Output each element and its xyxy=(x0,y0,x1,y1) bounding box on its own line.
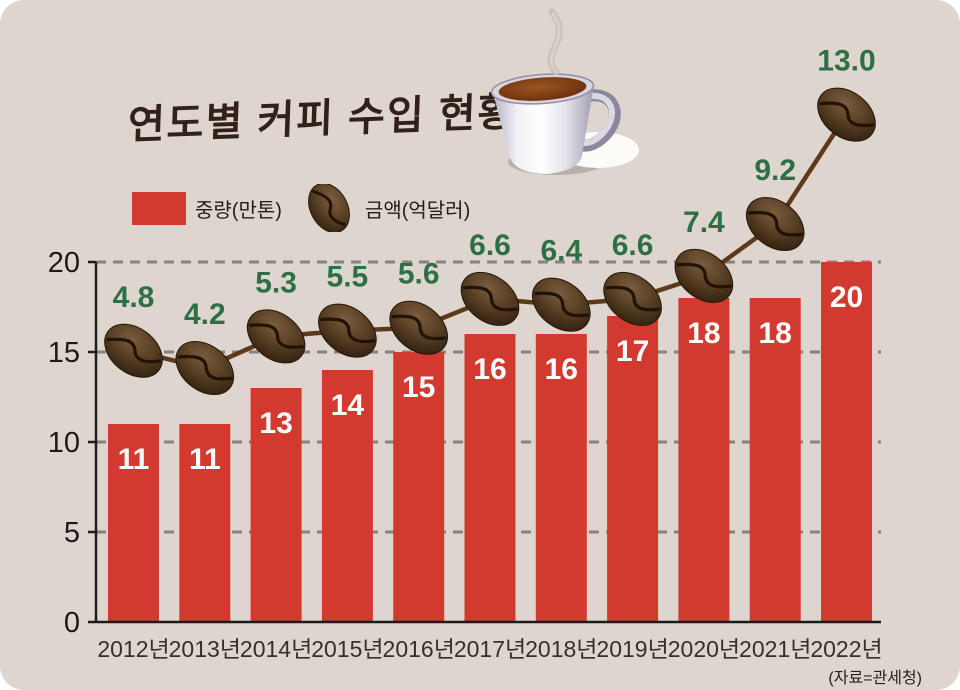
bar-label-2016년: 15 xyxy=(402,371,435,404)
x-label-2017년: 2017년 xyxy=(454,636,526,662)
x-label-2015년: 2015년 xyxy=(311,636,383,662)
bar-2016년 xyxy=(393,352,445,622)
coffee-bean-marker-2021년 xyxy=(745,197,805,252)
bar-2019년 xyxy=(607,316,659,622)
bar-label-2018년: 16 xyxy=(545,353,578,386)
y-tick-label-10: 10 xyxy=(48,427,80,459)
x-label-2022년: 2022년 xyxy=(810,636,882,662)
amount-label-2019년: 6.6 xyxy=(612,229,654,262)
coffee-bean-marker-2019년 xyxy=(603,271,662,326)
cup-coffee xyxy=(498,77,587,101)
bar-2017년 xyxy=(464,334,516,622)
coffee-bean-marker-2013년 xyxy=(175,341,235,396)
x-label-2012년: 2012년 xyxy=(97,636,169,662)
amount-label-2020년: 7.4 xyxy=(683,206,725,239)
coffee-cup-icon xyxy=(490,8,639,175)
bar-label-2017년: 16 xyxy=(473,353,506,386)
x-label-2013년: 2013년 xyxy=(169,636,241,662)
bar-2018년 xyxy=(535,334,587,622)
coffee-bean-marker-2016년 xyxy=(389,300,448,355)
x-label-2016년: 2016년 xyxy=(383,636,455,662)
amount-label-2014년: 5.3 xyxy=(255,266,297,299)
coffee-cup-illustration xyxy=(480,0,642,191)
amount-label-2021년: 9.2 xyxy=(754,154,796,187)
y-tick-label-5: 5 xyxy=(64,517,80,549)
coffee-bean-marker-2022년 xyxy=(817,87,876,142)
bean-crease xyxy=(391,314,447,341)
bar-label-2022년: 20 xyxy=(830,281,863,314)
coffee-bean-marker-2015년 xyxy=(318,303,377,358)
bar-2020년 xyxy=(678,298,730,622)
bar-label-2021년: 18 xyxy=(759,317,792,350)
x-label-2019년: 2019년 xyxy=(596,636,668,662)
coffee-bean-marker-2020년 xyxy=(674,248,734,303)
bean-crease xyxy=(748,211,804,237)
source-note: (자료=관세청) xyxy=(828,670,922,687)
bean-crease xyxy=(534,291,590,318)
bean-crease xyxy=(462,285,518,312)
bean-crease xyxy=(605,285,661,312)
y-tick-label-15: 15 xyxy=(48,337,80,369)
y-tick-label-0: 0 xyxy=(64,607,80,639)
amount-label-2012년: 4.8 xyxy=(113,281,155,314)
amount-label-2022년: 13.0 xyxy=(817,45,875,78)
coffee-bean-marker-2018년 xyxy=(532,277,591,332)
bar-2013년 xyxy=(179,424,231,622)
coffee-bean-marker-2017년 xyxy=(460,271,520,326)
bean-crease xyxy=(248,323,304,349)
legend-line-label: 금액(억달러) xyxy=(364,199,471,222)
bean-crease xyxy=(676,262,732,289)
bar-label-2020년: 18 xyxy=(687,317,720,350)
cup-body xyxy=(492,89,593,174)
bar-label-2013년: 11 xyxy=(189,443,221,476)
x-label-2018년: 2018년 xyxy=(525,636,597,662)
bar-label-2014년: 13 xyxy=(259,407,292,440)
bar-2012년 xyxy=(108,424,159,622)
legend-bar-swatch xyxy=(132,191,186,225)
coffee-bean-icon xyxy=(302,184,356,232)
bar-2015년 xyxy=(321,370,373,622)
bar-2022년 xyxy=(821,262,872,622)
steam-inner xyxy=(549,12,561,74)
amount-label-2016년: 5.6 xyxy=(398,258,440,291)
amount-label-2018년: 6.4 xyxy=(540,235,582,268)
bar-label-2019년: 17 xyxy=(616,335,649,368)
amount-label-2013년: 4.2 xyxy=(184,298,226,331)
bar-label-2012년: 11 xyxy=(118,443,150,476)
x-label-2014년: 2014년 xyxy=(240,636,312,662)
bar-label-2015년: 14 xyxy=(331,389,365,422)
legend-bar-label: 중량(만톤) xyxy=(195,199,282,222)
x-label-2020년: 2020년 xyxy=(668,636,740,662)
bar-2021년 xyxy=(749,298,801,622)
legend: 중량(만톤) 금액(억달러) xyxy=(132,184,470,232)
bar-2014년 xyxy=(250,388,302,622)
bean-crease xyxy=(106,337,162,364)
coffee-bean-marker-2014년 xyxy=(246,309,306,364)
amount-label-2015년: 5.5 xyxy=(327,261,369,294)
bean-crease xyxy=(320,317,376,344)
coffee-bean-marker-2012년 xyxy=(104,323,163,378)
y-tick-label-20: 20 xyxy=(48,247,80,279)
x-label-2021년: 2021년 xyxy=(739,636,811,662)
bean-crease xyxy=(177,355,233,381)
bean-crease xyxy=(819,101,875,128)
amount-label-2017년: 6.6 xyxy=(469,229,511,262)
